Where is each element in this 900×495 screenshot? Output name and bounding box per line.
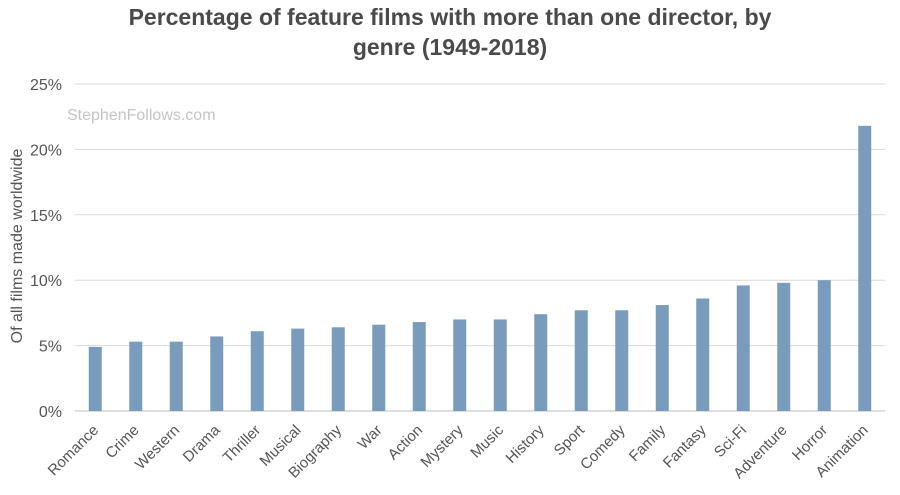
y-tick-label: 25% bbox=[30, 77, 62, 94]
x-tick-label: Drama bbox=[180, 421, 224, 465]
bar-musical bbox=[291, 328, 305, 411]
y-tick-label: 15% bbox=[30, 208, 62, 225]
bar-music bbox=[493, 319, 507, 411]
x-tick-label: Fantasy bbox=[660, 421, 710, 471]
y-axis-ticks: 0% 5% 10% 15% 20% 25% bbox=[30, 77, 62, 421]
bar-drama bbox=[210, 336, 224, 411]
y-tick-label: 5% bbox=[39, 339, 62, 356]
chart-title-line-2: genre (1949-2018) bbox=[352, 34, 548, 60]
bar-romance bbox=[88, 346, 102, 411]
bar-war bbox=[372, 324, 386, 411]
x-tick-label: Western bbox=[132, 422, 183, 473]
gridlines bbox=[75, 83, 885, 412]
bar-crime bbox=[129, 341, 143, 411]
x-tick-label: History bbox=[503, 421, 548, 466]
x-tick-label: Romance bbox=[45, 422, 102, 479]
bar-animation bbox=[858, 125, 872, 411]
bar-comedy bbox=[615, 310, 629, 411]
y-axis-label: Of all films made worldwide bbox=[9, 149, 26, 344]
bar-western bbox=[169, 341, 183, 411]
bar-adventure bbox=[777, 282, 791, 411]
watermark: StephenFollows.com bbox=[67, 107, 216, 124]
x-tick-label: War bbox=[354, 422, 385, 453]
bar-history bbox=[534, 314, 548, 411]
x-tick-label: Comedy bbox=[577, 421, 629, 473]
y-tick-label: 0% bbox=[39, 404, 62, 421]
bar-family bbox=[655, 305, 669, 411]
x-tick-label: Music bbox=[467, 421, 507, 461]
chart-title-line-1: Percentage of feature films with more th… bbox=[128, 4, 772, 30]
bar-mystery bbox=[453, 319, 467, 411]
bar-biography bbox=[331, 327, 345, 411]
y-tick-label: 20% bbox=[30, 142, 62, 159]
bar-fantasy bbox=[696, 298, 710, 411]
x-tick-label: Sport bbox=[551, 421, 589, 459]
x-tick-label: Mystery bbox=[417, 421, 466, 470]
bar-sci-fi bbox=[736, 285, 750, 411]
bar-sport bbox=[574, 310, 588, 411]
bar-action bbox=[412, 322, 426, 411]
y-tick-label: 10% bbox=[30, 273, 62, 290]
bar-horror bbox=[817, 280, 831, 411]
chart-title: Percentage of feature films with more th… bbox=[0, 2, 900, 62]
bar-thriller bbox=[250, 331, 264, 411]
bars bbox=[88, 125, 872, 411]
x-axis-ticks: Romance CrimeWesternDramaThrillerMusicalB… bbox=[45, 421, 872, 482]
